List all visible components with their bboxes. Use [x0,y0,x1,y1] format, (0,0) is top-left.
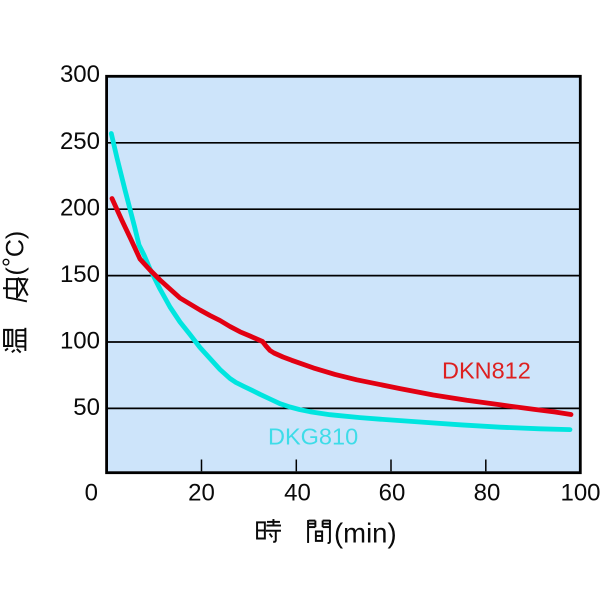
svg-text:250: 250 [60,128,100,155]
svg-text:0: 0 [85,480,98,507]
svg-text:80: 80 [474,480,501,507]
svg-text:100: 100 [60,327,100,354]
svg-text:50: 50 [73,394,100,421]
svg-text:(°C): (°C) [0,231,30,276]
svg-text:150: 150 [60,261,100,288]
svg-text:(min): (min) [334,518,397,549]
svg-text:40: 40 [284,480,311,507]
svg-text:200: 200 [60,195,100,222]
svg-text:DKN812: DKN812 [442,358,531,384]
svg-text:60: 60 [379,480,406,507]
svg-text:300: 300 [60,61,100,88]
svg-text:100: 100 [560,480,600,507]
svg-text:DKG810: DKG810 [268,424,358,450]
svg-text:20: 20 [188,480,215,507]
